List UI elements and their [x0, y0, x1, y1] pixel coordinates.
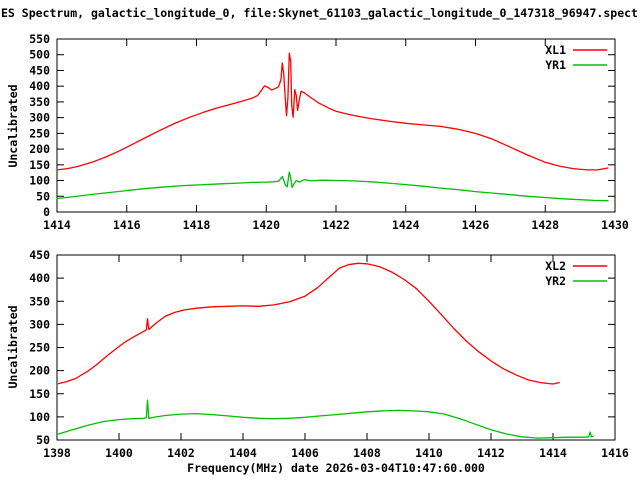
panel-1: 1414 1416 1418 1420 1422 1424 1426 1428 14300501…	[29, 32, 629, 232]
x-tick-label: 1422	[322, 218, 350, 232]
y-tick-label: 300	[29, 317, 50, 331]
plot-border	[56, 254, 616, 441]
y-tick-label: 0	[43, 205, 50, 219]
y-tick-label: 450	[29, 63, 50, 77]
x-tick-label: 1406	[291, 446, 319, 460]
x-tick-label: 1412	[477, 446, 505, 460]
x-tick-label: 1408	[353, 446, 381, 460]
x-tick-label: 1430	[601, 218, 629, 232]
y-tick-label: 200	[29, 142, 50, 156]
legend-label: XL2	[545, 259, 566, 273]
y-tick-label: 50	[36, 433, 50, 447]
x-tick-label: 1404	[229, 446, 257, 460]
y-tick-label: 50	[36, 189, 50, 203]
x-axis-label: Frequency(MHz) date 2026-03-04T10:47:60.…	[187, 461, 485, 475]
y-tick-label: 100	[29, 410, 50, 424]
y-tick-label: 150	[29, 158, 50, 172]
y-tick-label: 350	[29, 294, 50, 308]
series-curve-YR1	[56, 171, 609, 202]
x-tick-label: 1424	[392, 218, 420, 232]
x-tick-label: 1416	[601, 446, 629, 460]
x-tick-label: 1402	[167, 446, 195, 460]
panel-2: 1398 1400 1402 1404 1406 1408 1410 1412 1414 1416…	[29, 248, 629, 460]
y-tick-label: 100	[29, 174, 50, 188]
y-tick-label: 150	[29, 387, 50, 401]
legend-label: YR2	[545, 274, 566, 288]
y-tick-label: 400	[29, 79, 50, 93]
x-tick-label: 1426	[462, 218, 490, 232]
series-curve-YR2	[57, 399, 594, 439]
y-tick-label: 250	[29, 126, 50, 140]
x-tick-label: 1414	[43, 218, 71, 232]
series-curve-XL2	[57, 262, 560, 385]
legend-label: XL1	[545, 43, 566, 57]
x-tick-label: 1400	[105, 446, 133, 460]
y-tick-label: 400	[29, 271, 50, 285]
y-tick-label: 550	[29, 32, 50, 46]
x-tick-label: 1416	[113, 218, 141, 232]
y-tick-label: 450	[29, 248, 50, 262]
x-tick-label: 1398	[43, 446, 71, 460]
y-tick-label: 350	[29, 95, 50, 109]
series-curve-XL1	[56, 52, 609, 171]
legend-label: YR1	[545, 58, 566, 72]
y-tick-label: 250	[29, 341, 50, 355]
chart-title: ES Spectrum, galactic_longitude_0, file:…	[1, 6, 638, 20]
x-tick-label: 1410	[415, 446, 443, 460]
x-tick-label: 1418	[183, 218, 211, 232]
plot-border	[56, 38, 616, 213]
y-tick-label: 300	[29, 111, 50, 125]
y-tick-label: 200	[29, 364, 50, 378]
x-tick-label: 1414	[539, 446, 567, 460]
x-tick-label: 1420	[252, 218, 280, 232]
y-tick-label: 500	[29, 48, 50, 62]
x-tick-label: 1428	[531, 218, 559, 232]
